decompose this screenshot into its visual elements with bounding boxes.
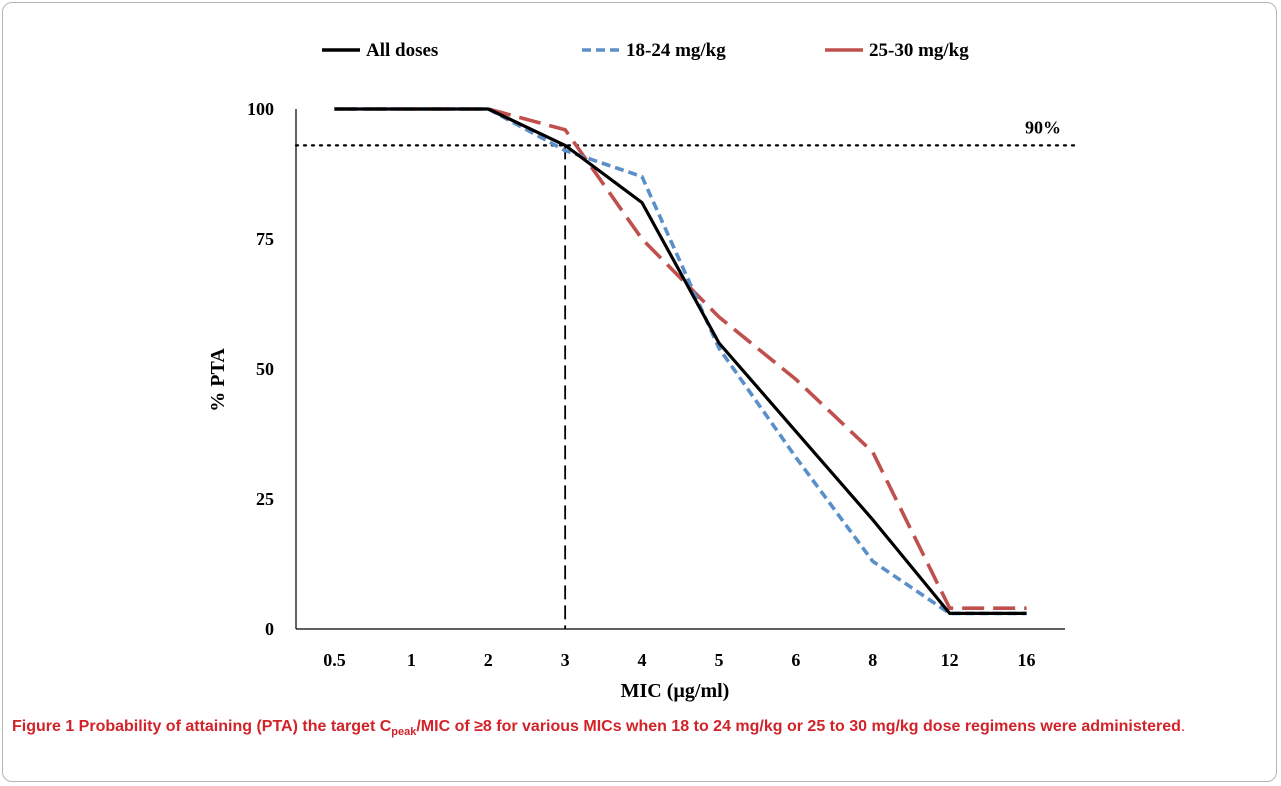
legend-label-0: All doses [366,40,438,61]
series-line-1 [334,107,1027,616]
y-tick-label: 75 [256,229,274,249]
x-tick-label: 3 [561,650,570,670]
x-tick-label: 12 [941,650,959,670]
series-line-0 [334,107,1027,616]
x-tick-label: 8 [868,650,877,670]
y-tick-label: 50 [256,359,274,379]
legend-label-2: 25-30 mg/kg [869,40,969,61]
x-axis-label: MIC (µg/ml) [621,680,730,702]
reference-lines: 90% [294,117,1077,629]
y-tick-label: 0 [265,619,274,639]
pta-line-chart: All doses 18-24 mg/kg 25-30 mg/kg 02550751… [207,40,1077,702]
x-tick-label: 6 [791,650,800,670]
axes [295,109,1065,630]
x-tick-label: 1 [407,650,416,670]
x-tick-label: 16 [1018,650,1036,670]
threshold-label: 90% [1025,117,1061,137]
caption-label: Figure 1 Probability of attaining (PTA) … [12,718,1181,738]
legend: All doses 18-24 mg/kg 25-30 mg/kg [322,40,969,61]
y-tick-label: 100 [247,99,274,119]
y-tick-label: 25 [256,489,274,509]
series-line-2 [334,107,1027,611]
legend-label-1: 18-24 mg/kg [626,40,726,61]
y-axis-label: % PTA [207,348,229,412]
x-tick-label: 0.5 [323,650,346,670]
x-tick-label: 4 [638,650,647,670]
figure-caption: Figure 1 Probability of attaining (PTA) … [12,718,1186,738]
x-tick-label: 5 [714,650,723,670]
x-tick-label: 2 [484,650,493,670]
series-lines [334,107,1027,616]
